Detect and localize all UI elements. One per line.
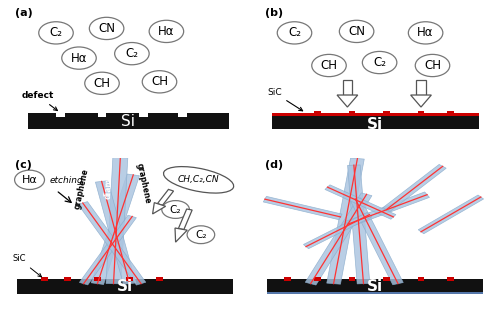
Text: CN: CN <box>348 25 365 38</box>
Text: C₂: C₂ <box>288 26 301 39</box>
Bar <box>342 80 352 95</box>
Polygon shape <box>175 228 187 242</box>
Polygon shape <box>91 174 140 285</box>
Polygon shape <box>348 165 370 284</box>
Bar <box>383 111 390 114</box>
Circle shape <box>277 22 312 44</box>
Text: CH: CH <box>424 59 441 72</box>
Text: etching: etching <box>49 176 83 185</box>
Text: CH,C₂,CN: CH,C₂,CN <box>178 175 220 184</box>
Bar <box>272 113 478 116</box>
Text: CN: CN <box>98 22 115 35</box>
Polygon shape <box>337 95 358 107</box>
Text: Hα: Hα <box>158 25 174 38</box>
Bar <box>41 277 48 281</box>
Text: graphene: graphene <box>72 167 90 210</box>
Text: CH: CH <box>151 75 168 88</box>
Text: Si: Si <box>367 279 383 294</box>
Text: Hα: Hα <box>418 26 434 39</box>
Bar <box>416 80 426 95</box>
Circle shape <box>39 22 74 44</box>
Circle shape <box>114 43 149 65</box>
Polygon shape <box>158 189 174 205</box>
Circle shape <box>362 51 397 74</box>
Text: graphene: graphene <box>134 163 152 205</box>
Bar <box>140 112 147 117</box>
Bar <box>156 277 163 281</box>
Polygon shape <box>418 195 484 234</box>
Bar <box>314 111 321 114</box>
Circle shape <box>415 54 450 77</box>
Circle shape <box>142 71 177 93</box>
Text: CH: CH <box>94 77 110 90</box>
Text: C₂: C₂ <box>195 230 206 240</box>
Bar <box>348 277 356 281</box>
Text: (c): (c) <box>14 160 32 170</box>
Bar <box>383 277 390 281</box>
Polygon shape <box>306 193 372 285</box>
Polygon shape <box>410 95 432 107</box>
Text: defect: defect <box>22 91 58 111</box>
Polygon shape <box>80 215 136 285</box>
Circle shape <box>312 54 346 77</box>
Bar <box>64 277 71 281</box>
Circle shape <box>149 20 184 43</box>
Polygon shape <box>383 164 446 211</box>
Bar <box>448 111 454 114</box>
Text: Hα: Hα <box>71 52 88 65</box>
Bar <box>418 277 424 281</box>
Text: Si: Si <box>367 117 383 132</box>
Bar <box>272 116 478 129</box>
Polygon shape <box>96 181 136 284</box>
Polygon shape <box>345 192 430 227</box>
Text: Si: Si <box>122 114 136 129</box>
Text: (b): (b) <box>264 8 282 19</box>
Bar <box>348 111 356 114</box>
Bar <box>17 279 233 294</box>
Polygon shape <box>350 198 403 285</box>
Bar <box>267 292 483 294</box>
Circle shape <box>85 72 119 95</box>
Bar <box>94 277 101 281</box>
Bar <box>448 277 454 281</box>
Text: C₂: C₂ <box>50 26 62 39</box>
Polygon shape <box>178 209 192 230</box>
Bar <box>178 112 186 117</box>
Text: Hα: Hα <box>22 175 38 185</box>
Polygon shape <box>264 197 342 220</box>
Text: C₂: C₂ <box>373 56 386 69</box>
Polygon shape <box>152 203 166 214</box>
Circle shape <box>90 17 124 40</box>
Text: SiC: SiC <box>12 254 42 277</box>
Text: (a): (a) <box>14 8 32 19</box>
Text: Si: Si <box>117 279 133 294</box>
Text: CH: CH <box>320 59 338 72</box>
Circle shape <box>162 201 190 218</box>
Bar <box>56 112 64 117</box>
Bar <box>284 277 291 281</box>
Bar <box>418 111 424 114</box>
Text: SiC: SiC <box>267 88 302 111</box>
Text: (d): (d) <box>264 160 282 170</box>
Text: diamond: diamond <box>104 161 114 199</box>
Circle shape <box>187 226 214 243</box>
Circle shape <box>340 20 374 43</box>
Polygon shape <box>78 201 146 285</box>
Bar <box>126 277 133 281</box>
Polygon shape <box>327 158 364 284</box>
Polygon shape <box>106 158 128 284</box>
Circle shape <box>408 22 443 44</box>
Circle shape <box>62 47 96 69</box>
Text: C₂: C₂ <box>126 47 138 60</box>
Bar <box>267 279 483 294</box>
Ellipse shape <box>164 167 234 193</box>
Circle shape <box>14 170 44 189</box>
Text: C₂: C₂ <box>170 205 181 214</box>
Bar <box>314 277 321 281</box>
Polygon shape <box>304 213 372 249</box>
Bar <box>28 113 228 129</box>
Bar <box>98 112 106 117</box>
Polygon shape <box>325 185 396 219</box>
